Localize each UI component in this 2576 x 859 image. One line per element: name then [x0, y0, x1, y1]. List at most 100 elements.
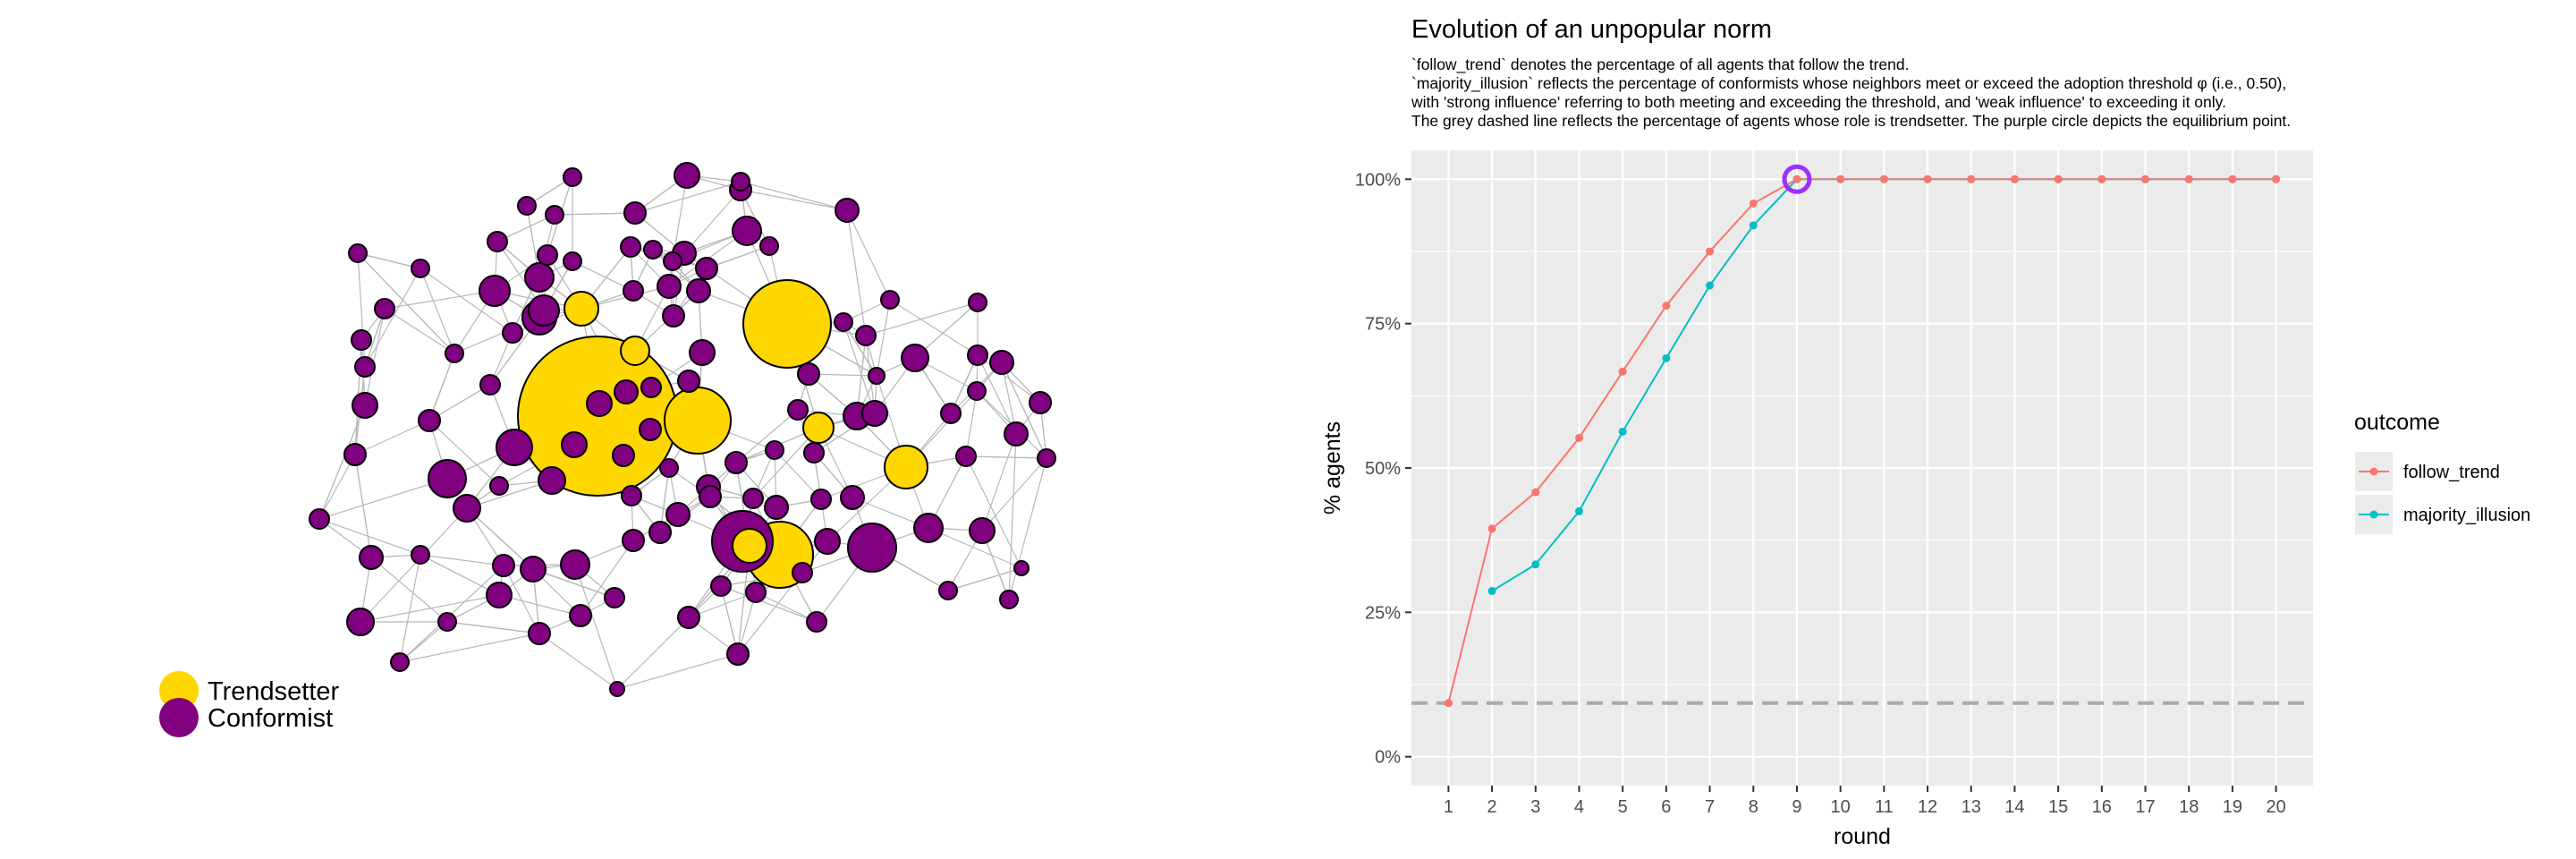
conformist-node — [528, 294, 560, 327]
network-edge — [574, 564, 618, 690]
chart-title: Evolution of an unpopular norm — [1411, 15, 1772, 44]
chart-subtitle-line-1: `follow_trend` denotes the percentage of… — [1411, 55, 1909, 74]
conformist-node — [989, 350, 1014, 375]
conformist-node — [563, 167, 582, 187]
chart-subtitle-line-3: with 'strong influence' referring to bot… — [1411, 93, 2226, 111]
network-edge — [977, 354, 1041, 404]
conformist-node — [797, 362, 820, 386]
network-edge — [354, 454, 372, 558]
trendsetter-node — [664, 387, 732, 455]
legend-label: majority_illusion — [2403, 506, 2530, 525]
legend-swatch-conformist — [159, 698, 199, 737]
network-edge — [466, 480, 553, 509]
conformist-node — [803, 442, 825, 464]
network-edge — [876, 299, 891, 377]
network-edge — [318, 518, 421, 556]
conformist-node — [569, 604, 592, 627]
data-point — [1662, 353, 1671, 362]
conformist-node — [806, 611, 827, 633]
data-point — [1706, 247, 1715, 256]
conformist-node — [479, 275, 511, 307]
conformist-node — [745, 582, 767, 603]
network-edge — [865, 302, 979, 336]
conformist-node — [643, 240, 663, 259]
conformist-node — [814, 528, 841, 555]
network-edge — [889, 299, 979, 356]
legend-key-follow-trend: follow_trend — [2355, 452, 2500, 491]
network-edge — [318, 404, 366, 520]
conformist-node — [810, 489, 832, 510]
conformist-node — [968, 293, 987, 312]
conformist-node — [612, 444, 635, 467]
network-edge — [318, 454, 356, 520]
network-edge — [364, 268, 421, 368]
network-edge — [843, 321, 877, 377]
x-tick-label: 9 — [1792, 797, 1801, 817]
conformist-node — [663, 251, 682, 271]
data-point — [1574, 433, 1583, 442]
conformist-node — [374, 298, 395, 319]
data-point — [1531, 560, 1540, 569]
conformist-node — [835, 198, 860, 223]
conformist-node — [640, 377, 662, 398]
conformist-node — [1013, 560, 1030, 576]
network-edge — [399, 633, 540, 663]
conformist-node — [699, 485, 722, 508]
data-point — [1792, 174, 1801, 183]
data-point — [1618, 367, 1627, 376]
x-tick-label: 20 — [2266, 797, 2285, 817]
conformist-node — [428, 459, 467, 498]
network-edge — [735, 409, 799, 464]
network-edge — [965, 455, 1022, 569]
x-axis-title: round — [1834, 824, 1891, 849]
network-edge — [538, 633, 618, 690]
conformist-node — [528, 622, 551, 645]
conformist-node — [502, 322, 523, 344]
conformist-node — [352, 392, 378, 419]
data-point — [1444, 699, 1453, 708]
x-tick-label: 6 — [1661, 797, 1671, 817]
data-point — [2184, 174, 2193, 183]
conformist-node — [348, 243, 368, 263]
network-edge — [360, 507, 468, 623]
legend-key-point — [2369, 467, 2378, 476]
network-edge — [384, 308, 455, 354]
network-edge — [384, 290, 496, 310]
conformist-node — [840, 485, 865, 510]
data-point — [1487, 524, 1496, 533]
conformist-node — [648, 521, 672, 544]
conformist-node — [677, 606, 700, 629]
conformist-node — [586, 390, 613, 417]
network-edge — [1001, 361, 1047, 459]
network-edge — [318, 478, 448, 520]
data-point — [2141, 174, 2150, 183]
network-edge — [1008, 457, 1047, 600]
x-tick-label: 17 — [2135, 797, 2155, 817]
x-tick-label: 15 — [2048, 797, 2068, 817]
x-tick-label: 8 — [1749, 797, 1758, 817]
trendsetter-node — [620, 336, 650, 366]
conformist-node — [486, 582, 513, 608]
network-edge — [419, 554, 500, 596]
y-tick-label: 100% — [1355, 170, 1401, 190]
x-tick-label: 11 — [1875, 797, 1894, 817]
conformist-node — [662, 304, 685, 327]
conformist-node — [563, 251, 582, 271]
conformist-node — [524, 262, 555, 293]
data-point — [1967, 174, 1976, 183]
line-chart: Evolution of an unpopular norm `follow_t… — [1320, 15, 2530, 849]
network-edge — [498, 594, 581, 617]
conformist-node — [537, 244, 558, 266]
data-point — [2228, 174, 2237, 183]
network-graph: Trendsetter Conformist — [159, 162, 1056, 737]
legend-label-conformist: Conformist — [208, 704, 333, 733]
x-tick-label: 14 — [2004, 797, 2024, 817]
conformist-node — [695, 257, 718, 280]
conformist-node — [731, 172, 750, 191]
network-edge — [357, 252, 421, 269]
conformist-node — [418, 409, 441, 432]
conformist-node — [437, 612, 457, 632]
network-edge — [755, 591, 818, 623]
network-edge — [532, 568, 615, 599]
conformist-node — [999, 590, 1019, 609]
